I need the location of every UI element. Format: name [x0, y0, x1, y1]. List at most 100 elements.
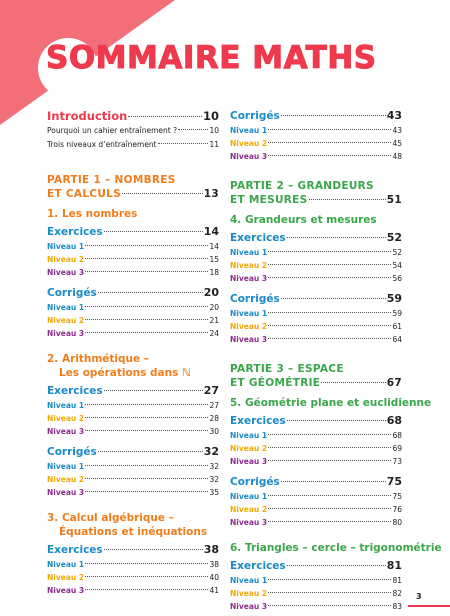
- dot-leader: [178, 129, 209, 130]
- dot-leader: [85, 258, 209, 259]
- entry-label: Niveau 1: [47, 401, 85, 410]
- entry-page: 64: [392, 335, 402, 344]
- level-entry: Niveau 3 73: [230, 455, 402, 468]
- entry-page: 68: [386, 414, 402, 427]
- heading-line: Équations et inéquations: [47, 525, 219, 539]
- entry-label: Niveau 3: [230, 518, 268, 527]
- dot-leader: [85, 319, 209, 320]
- entry-label: Corrigés: [230, 293, 280, 305]
- dot-leader: [85, 563, 209, 564]
- entry-label: Niveau 3: [47, 586, 85, 595]
- entry-label: Exercices: [47, 226, 103, 238]
- level-entry: Niveau 1 38: [47, 558, 219, 571]
- entry-page: 73: [392, 457, 402, 466]
- heading-line: ET CALCULS 13: [47, 187, 219, 201]
- dot-leader: [97, 292, 203, 293]
- entry-label: Niveau 2: [230, 322, 268, 331]
- entry-page: 11: [209, 139, 219, 149]
- level-entry: Niveau 3 48: [230, 150, 402, 163]
- dot-leader: [122, 193, 203, 194]
- entry-label: ET CALCULS: [47, 188, 121, 200]
- entry-label: Niveau 2: [47, 316, 85, 325]
- level-entry: Niveau 1 59: [230, 307, 402, 320]
- dot-leader: [268, 338, 392, 339]
- entry-page: 45: [392, 139, 402, 148]
- entry-page: 38: [203, 543, 219, 556]
- entry-page: 80: [392, 518, 402, 527]
- dot-leader: [103, 549, 203, 550]
- entry-label: Exercices: [230, 232, 286, 244]
- sub-entry: Pourquoi un cahier entraînement ? 10: [47, 124, 219, 138]
- entry-label: Niveau 3: [230, 457, 268, 466]
- level-entry: Niveau 2 15: [47, 253, 219, 266]
- level-entry: Niveau 2 61: [230, 320, 402, 333]
- entry-label: Niveau 1: [47, 242, 85, 251]
- level-entry: Niveau 2 40: [47, 571, 219, 584]
- entry-label: Introduction: [47, 109, 128, 123]
- entry-page: 10: [209, 126, 219, 135]
- entry-label: Niveau 2: [230, 589, 268, 598]
- entry-page: 40: [209, 573, 219, 582]
- dot-leader: [286, 420, 386, 421]
- entry-page: 81: [386, 559, 402, 572]
- intro-entry: Introduction 10: [47, 108, 219, 124]
- corner-cutout: [38, 38, 98, 98]
- dot-leader: [280, 298, 386, 299]
- entry-label: Niveau 1: [47, 560, 85, 569]
- level-entry: Niveau 2 82: [230, 587, 402, 600]
- dot-leader: [280, 481, 386, 482]
- entry-label: ET GÉOMÉTRIE: [230, 377, 321, 389]
- dot-leader: [308, 199, 386, 200]
- heading-line: PARTIE 1 – NOMBRES: [47, 173, 219, 187]
- dot-leader: [97, 451, 203, 452]
- entry-label: Niveau 2: [47, 255, 85, 264]
- heading-line: 5. Géométrie plane et euclidienne: [230, 396, 431, 410]
- dot-leader: [103, 231, 203, 232]
- entry-label: Niveau 3: [230, 335, 268, 344]
- level-entry: Niveau 3 80: [230, 516, 402, 529]
- group-entry: Corrigés 20: [47, 285, 219, 301]
- dot-leader: [85, 465, 209, 466]
- entry-label: Les opérations dans ℕ: [59, 367, 191, 379]
- entry-label: Niveau 3: [47, 329, 85, 338]
- entry-label: Niveau 2: [47, 414, 85, 423]
- entry-page: 56: [392, 274, 402, 283]
- entry-page: 38: [209, 560, 219, 569]
- entry-page: 14: [203, 225, 219, 238]
- part-heading: PARTIE 2 – GRANDEURS ET MESURES 51: [230, 179, 402, 207]
- heading-line: PARTIE 2 – GRANDEURS: [230, 179, 402, 193]
- entry-page: 21: [209, 316, 219, 325]
- entry-label: Niveau 3: [47, 488, 85, 497]
- dot-leader: [268, 495, 392, 496]
- entry-label: Exercices: [47, 544, 103, 556]
- dot-leader: [85, 332, 209, 333]
- dot-leader: [85, 245, 209, 246]
- part-heading: PARTIE 1 – NOMBRES ET CALCULS 13: [47, 173, 219, 201]
- entry-label: 6. Triangles – cercle – trigonométrie: [230, 542, 442, 554]
- entry-label: Corrigés: [230, 476, 280, 488]
- entry-label: Niveau 1: [230, 431, 268, 440]
- entry-page: 10: [202, 109, 219, 123]
- dot-leader: [286, 237, 386, 238]
- level-entry: Niveau 2 21: [47, 314, 219, 327]
- entry-page: 68: [392, 431, 402, 440]
- entry-label: Niveau 2: [47, 573, 85, 582]
- entry-label: Niveau 3: [230, 274, 268, 283]
- entry-page: 48: [392, 152, 402, 161]
- page-title: SOMMAIRE MATHS: [46, 40, 377, 77]
- entry-page: 30: [209, 427, 219, 436]
- heading-line: ET MESURES 51: [230, 193, 402, 207]
- entry-page: 27: [209, 401, 219, 410]
- entry-label: Équations et inéquations: [59, 526, 208, 538]
- dot-leader: [268, 434, 392, 435]
- dot-leader: [268, 579, 392, 580]
- dot-leader: [268, 460, 392, 461]
- level-entry: Niveau 3 24: [47, 327, 219, 340]
- entry-page: 43: [392, 126, 402, 135]
- dot-leader: [286, 565, 386, 566]
- chapter-heading: 1. Les nombres: [47, 207, 219, 221]
- entry-page: 81: [392, 576, 402, 585]
- dot-leader: [85, 589, 209, 590]
- level-entry: Niveau 3 18: [47, 266, 219, 279]
